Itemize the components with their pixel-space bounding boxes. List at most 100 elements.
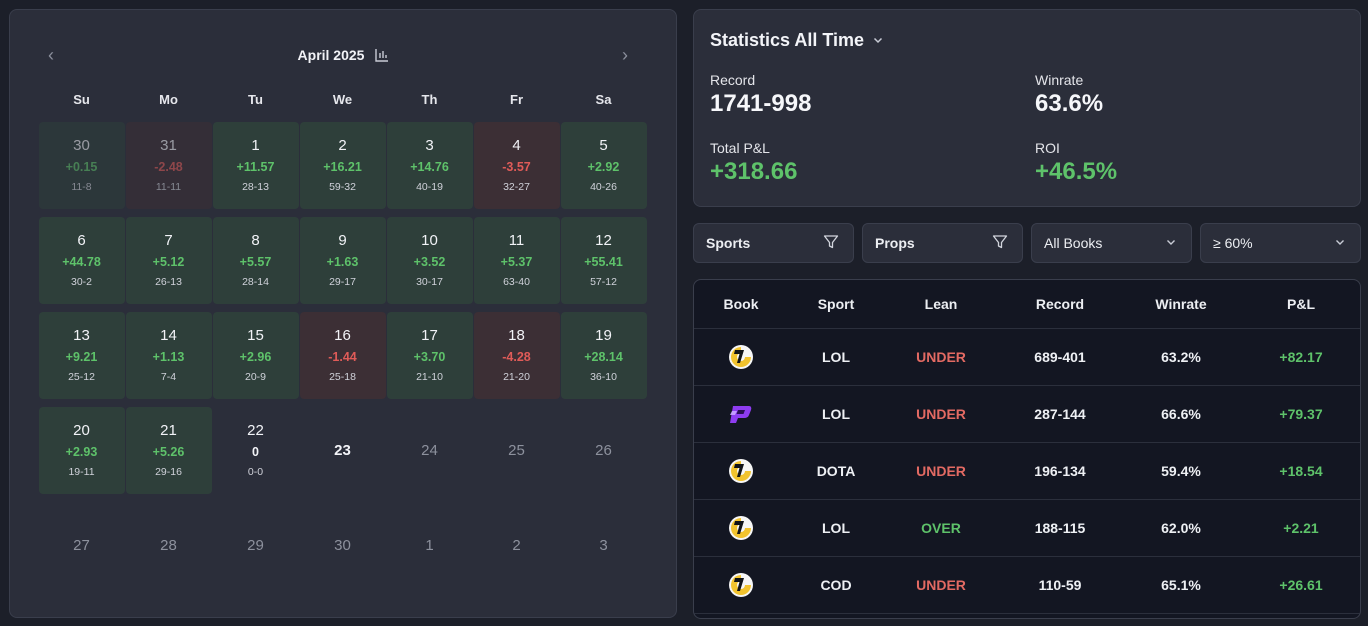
day-number: 18 xyxy=(508,327,525,344)
column-header-lean[interactable]: Lean xyxy=(924,296,958,312)
day-record: 29-16 xyxy=(155,466,182,478)
day-number: 2 xyxy=(512,536,521,554)
lean-cell: OVER xyxy=(921,520,961,536)
record-cell: 110-59 xyxy=(1038,577,1082,593)
winrate-threshold-select[interactable]: ≥ 60% xyxy=(1200,223,1361,263)
bar-chart-icon[interactable] xyxy=(374,47,390,63)
record-value: 1741-998 xyxy=(710,90,812,117)
day-record: 59-32 xyxy=(329,181,356,193)
day-record: 30-17 xyxy=(416,276,443,288)
day-pnl: -2.48 xyxy=(154,160,183,174)
day-pnl: +5.26 xyxy=(152,445,185,459)
column-header-record[interactable]: Record xyxy=(1035,296,1085,312)
calendar-day-cell[interactable]: 5 +2.92 40-26 xyxy=(560,122,647,209)
calendar-day-cell[interactable]: 2 +16.21 59-32 xyxy=(299,122,386,209)
calendar-day-cell[interactable]: 31 -2.48 11-11 xyxy=(125,122,212,209)
calendar-day-cell[interactable]: 25 xyxy=(474,407,560,494)
day-number: 13 xyxy=(73,327,90,344)
lean-cell: UNDER xyxy=(916,577,966,593)
day-number: 21 xyxy=(160,422,177,439)
calendar-day-cell[interactable]: 3 +14.76 40-19 xyxy=(386,122,473,209)
day-number: 29 xyxy=(247,536,264,554)
total-pnl-stat: Total P&L +318.66 xyxy=(710,140,797,186)
calendar-day-cell[interactable]: 19 +28.14 36-10 xyxy=(560,312,647,399)
calendar-day-cell[interactable]: 4 -3.57 32-27 xyxy=(473,122,560,209)
calendar-day-cell[interactable]: 18 -4.28 21-20 xyxy=(473,312,560,399)
table-row[interactable]: DOTA UNDER 196-134 59.4% +18.54 xyxy=(694,443,1360,500)
calendar-day-cell[interactable]: 12 +55.41 57-12 xyxy=(560,217,647,304)
calendar-day-cell[interactable]: 17 +3.70 21-10 xyxy=(386,312,473,399)
day-number: 7 xyxy=(164,232,173,249)
calendar-day-cell[interactable]: 20 +2.93 19-11 xyxy=(38,407,125,494)
day-record: 26-13 xyxy=(155,276,182,288)
day-pnl: -3.57 xyxy=(502,160,531,174)
table-row[interactable]: LOL OVER 188-115 62.0% +2.21 xyxy=(694,500,1360,557)
next-month-button[interactable]: › xyxy=(622,45,628,65)
day-pnl: +5.12 xyxy=(152,255,185,269)
previous-month-button[interactable]: ‹ xyxy=(48,45,54,65)
underdog-logo xyxy=(694,458,788,484)
calendar-day-cell[interactable]: 9 +1.63 29-17 xyxy=(299,217,386,304)
day-number: 26 xyxy=(595,441,612,459)
calendar-day-cell[interactable]: 27 xyxy=(39,502,125,589)
calendar-day-cell[interactable]: 22 0 0-0 xyxy=(213,407,299,494)
column-header-winrate[interactable]: Winrate xyxy=(1155,296,1207,312)
calendar-day-cell[interactable]: 15 +2.96 20-9 xyxy=(212,312,299,399)
day-number: 4 xyxy=(512,137,521,154)
calendar-day-cell[interactable]: 3 xyxy=(561,502,647,589)
sports-filter-label: Sports xyxy=(706,235,751,251)
day-record: 40-26 xyxy=(590,181,617,193)
weekday-label: We xyxy=(332,92,353,107)
calendar-day-cell[interactable]: 11 +5.37 63-40 xyxy=(473,217,560,304)
day-pnl: +44.78 xyxy=(62,255,101,269)
table-header-row: Book Sport Lean Record Winrate P&L xyxy=(694,280,1360,329)
column-header-sport[interactable]: Sport xyxy=(817,296,855,312)
day-number: 3 xyxy=(425,137,434,154)
calendar-day-cell[interactable]: 2 xyxy=(474,502,560,589)
props-filter-button[interactable]: Props xyxy=(862,223,1023,263)
day-record: 11-8 xyxy=(71,181,92,193)
column-header-pnl[interactable]: P&L xyxy=(1287,296,1315,312)
weekday-label: Fr xyxy=(510,92,523,107)
calendar-day-cell[interactable]: 1 +11.57 28-13 xyxy=(212,122,299,209)
day-record: 36-10 xyxy=(590,371,617,383)
calendar-day-cell[interactable]: 14 +1.13 7-4 xyxy=(125,312,212,399)
statistics-panel: Statistics All Time Record 1741-998 Winr… xyxy=(693,9,1361,207)
calendar-day-cell[interactable]: 10 +3.52 30-17 xyxy=(386,217,473,304)
calendar-day-cell[interactable]: 24 xyxy=(387,407,473,494)
winrate-cell: 65.1% xyxy=(1161,577,1201,593)
winrate-cell: 66.6% xyxy=(1161,406,1201,422)
calendar-day-cell[interactable]: 23 xyxy=(300,407,386,494)
calendar-panel: ‹ April 2025 › Su Mo Tu We Th Fr Sa 30 +0.15 11-… xyxy=(9,9,677,618)
calendar-day-cell[interactable]: 21 +5.26 29-16 xyxy=(125,407,212,494)
table-row[interactable]: LOL UNDER 287-144 66.6% +79.37 xyxy=(694,386,1360,443)
calendar-day-cell[interactable]: 30 xyxy=(300,502,386,589)
day-number: 23 xyxy=(334,441,351,459)
lean-cell: UNDER xyxy=(916,463,966,479)
column-header-book[interactable]: Book xyxy=(723,296,759,312)
day-number: 8 xyxy=(251,232,260,249)
calendar-day-cell[interactable]: 26 xyxy=(561,407,647,494)
books-select[interactable]: All Books xyxy=(1031,223,1192,263)
calendar-day-cell[interactable]: 13 +9.21 25-12 xyxy=(38,312,125,399)
calendar-day-cell[interactable]: 7 +5.12 26-13 xyxy=(125,217,212,304)
day-record: 25-12 xyxy=(68,371,95,383)
day-pnl: +3.70 xyxy=(413,350,446,364)
day-pnl: +28.14 xyxy=(584,350,623,364)
calendar-day-cell[interactable]: 30 +0.15 11-8 xyxy=(38,122,125,209)
calendar-day-cell[interactable]: 16 -1.44 25-18 xyxy=(299,312,386,399)
calendar-day-cell[interactable]: 6 +44.78 30-2 xyxy=(38,217,125,304)
calendar-day-cell[interactable]: 28 xyxy=(126,502,212,589)
table-row[interactable]: LOL UNDER 689-401 63.2% +82.17 xyxy=(694,329,1360,386)
day-pnl: +55.41 xyxy=(584,255,623,269)
day-number: 30 xyxy=(334,536,351,554)
pnl-cell: +26.61 xyxy=(1279,577,1323,593)
day-pnl: +3.52 xyxy=(413,255,446,269)
calendar-day-cell[interactable]: 1 xyxy=(387,502,473,589)
calendar-day-cell[interactable]: 29 xyxy=(213,502,299,589)
statistics-period-dropdown[interactable]: Statistics All Time xyxy=(710,30,884,51)
table-row[interactable]: COD UNDER 110-59 65.1% +26.61 xyxy=(694,557,1360,614)
calendar-day-cell[interactable]: 8 +5.57 28-14 xyxy=(212,217,299,304)
sports-filter-button[interactable]: Sports xyxy=(693,223,854,263)
winrate-cell: 62.0% xyxy=(1161,520,1201,536)
